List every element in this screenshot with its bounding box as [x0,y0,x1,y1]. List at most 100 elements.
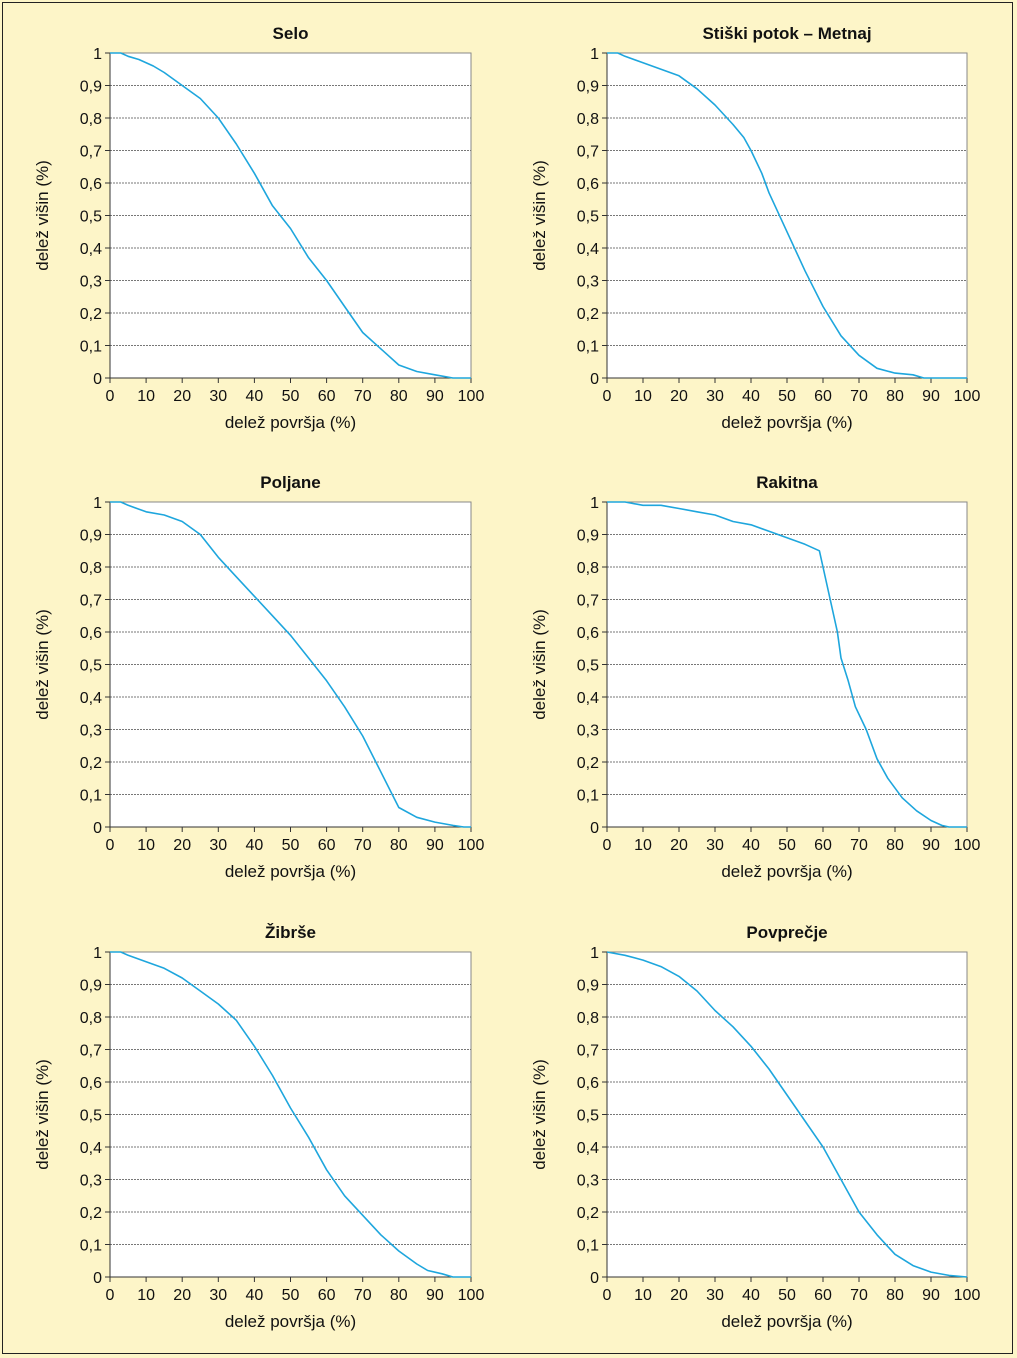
x-tick-label: 50 [778,1287,796,1304]
x-tick-label: 70 [850,388,868,405]
x-tick-label: 0 [106,837,115,854]
x-axis-label: delež površja (%) [721,862,852,881]
x-tick-label: 100 [458,837,485,854]
x-tick-label: 30 [209,837,227,854]
y-tick-label: 0,4 [577,241,599,258]
x-tick-label: 80 [390,388,408,405]
y-tick-label: 0,2 [80,1205,102,1222]
y-tick-label: 1 [590,945,599,962]
series-line [606,951,968,1278]
y-tick-label: 0,1 [577,1238,599,1255]
x-tick-label: 90 [426,388,444,405]
y-tick-label: 0,8 [80,560,102,577]
y-tick-label: 0,5 [577,209,599,226]
x-tick-label: 10 [137,837,155,854]
y-tick-label: 0,1 [80,339,102,356]
series-line [607,501,967,828]
y-tick-label: 0,8 [80,111,102,128]
y-tick-label: 0,9 [577,79,599,96]
x-tick-label: 50 [282,388,300,405]
y-tick-label: 0,4 [577,1140,599,1157]
x-tick-label: 0 [603,1287,612,1304]
y-axis-label: delež višin (%) [33,1059,52,1170]
chart-title: Povprečje [746,923,827,942]
y-tick-label: 0,2 [577,1205,599,1222]
x-tick-label: 70 [354,388,372,405]
x-tick-label: 10 [634,1287,652,1304]
x-tick-label: 100 [954,1287,981,1304]
x-tick-label: 80 [390,1287,408,1304]
y-tick-label: 0 [590,371,599,388]
x-tick-label: 40 [246,388,264,405]
y-tick-label: 0 [590,1270,599,1287]
x-tick-label: 20 [173,837,191,854]
x-tick-label: 30 [706,388,724,405]
y-tick-label: 0,8 [577,111,599,128]
y-axis-label: delež višin (%) [530,160,549,271]
x-tick-label: 0 [603,388,612,405]
y-tick-label: 0,2 [80,755,102,772]
x-tick-label: 30 [209,388,227,405]
x-tick-label: 10 [634,837,652,854]
y-tick-label: 0,5 [577,658,599,675]
x-tick-label: 70 [354,1287,372,1304]
x-tick-label: 100 [954,837,981,854]
x-tick-label: 90 [922,388,940,405]
x-axis-label: delež površja (%) [225,862,356,881]
y-tick-label: 0,8 [577,1010,599,1027]
x-axis-label: delež površja (%) [225,1312,356,1331]
y-axis-label: delež višin (%) [33,609,52,720]
chart-title: Stiški potok – Metnaj [702,24,871,43]
y-tick-label: 0,7 [80,593,102,610]
y-tick-label: 0,1 [577,339,599,356]
y-tick-label: 0,4 [80,690,102,707]
y-tick-label: 0 [590,820,599,837]
x-tick-label: 80 [886,837,904,854]
y-tick-label: 0,9 [80,79,102,96]
y-tick-label: 0,3 [80,723,102,740]
chart-title: Selo [273,24,309,43]
x-axis-label: delež površja (%) [721,1312,852,1331]
x-tick-label: 60 [814,1287,832,1304]
y-tick-label: 1 [590,46,599,63]
x-tick-label: 90 [426,837,444,854]
x-tick-label: 40 [742,388,760,405]
x-tick-label: 60 [318,388,336,405]
y-tick-label: 0 [93,371,102,388]
y-tick-label: 1 [590,495,599,512]
y-tick-label: 0,9 [80,528,102,545]
x-tick-label: 10 [137,388,155,405]
y-tick-label: 0,7 [80,144,102,161]
y-tick-label: 0,6 [80,625,102,642]
x-tick-label: 90 [922,1287,940,1304]
y-tick-label: 0,7 [577,1043,599,1060]
chart-stiski-potok-metnaj: 00,10,20,30,40,50,60,70,80,910 10 20 30 40 50… [530,24,980,432]
x-tick-label: 50 [778,388,796,405]
chart-title: Rakitna [756,473,818,492]
y-tick-label: 0,6 [80,1075,102,1092]
x-tick-label: 90 [922,837,940,854]
x-tick-label: 20 [670,388,688,405]
chart-title: Poljane [260,473,320,492]
x-tick-label: 70 [850,1287,868,1304]
chart-selo: 00,10,20,30,40,50,60,70,80,910 10 20 30 40 50… [33,24,484,432]
x-tick-label: 50 [282,1287,300,1304]
x-tick-label: 60 [318,1287,336,1304]
x-tick-label: 70 [354,837,372,854]
x-tick-label: 80 [390,837,408,854]
x-tick-label: 30 [706,837,724,854]
y-tick-label: 0,1 [80,1238,102,1255]
x-tick-label: 0 [106,388,115,405]
y-tick-label: 0,8 [80,1010,102,1027]
y-tick-label: 0,2 [577,306,599,323]
y-tick-label: 0,3 [577,1173,599,1190]
y-tick-label: 0,6 [80,176,102,193]
y-axis-label: delež višin (%) [33,160,52,271]
y-tick-label: 0,1 [577,788,599,805]
chart-poljane: 00,10,20,30,40,50,60,70,80,910 10 20 30 40 50… [33,473,484,881]
y-tick-label: 0,7 [80,1043,102,1060]
x-tick-label: 100 [458,388,485,405]
y-tick-label: 0,8 [577,560,599,577]
x-tick-label: 50 [778,837,796,854]
x-tick-label: 10 [137,1287,155,1304]
